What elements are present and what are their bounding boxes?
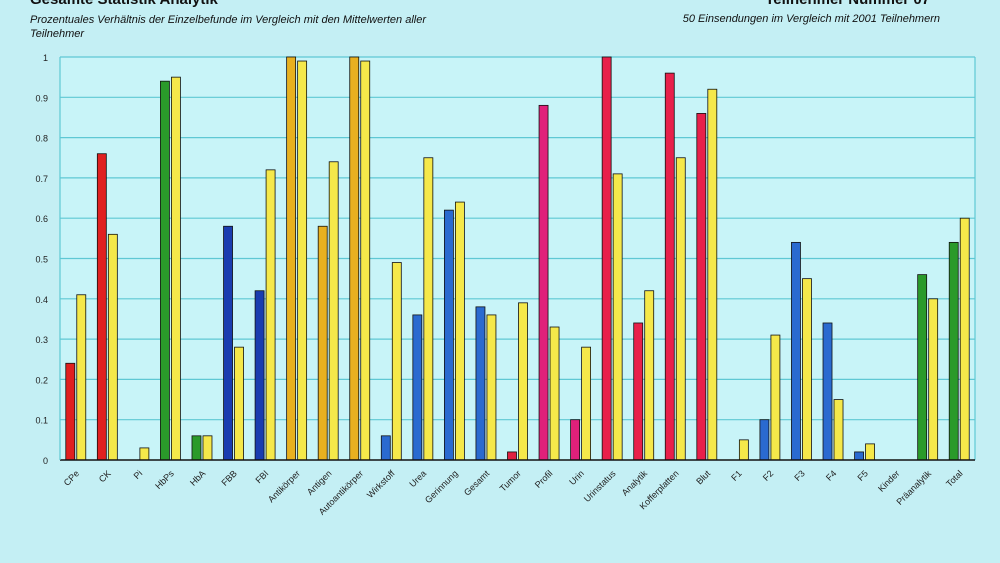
bar-participant — [570, 419, 581, 461]
participant-subtitle: 50 Einsendungen im Vergleich mit 2001 Te… — [682, 13, 940, 25]
bar-participant — [223, 225, 233, 461]
bar-participant — [948, 241, 959, 461]
bar-mean — [644, 290, 655, 461]
bar-mean — [265, 169, 276, 461]
y-tick-label: 0.5 — [35, 255, 48, 265]
x-tick-label: Pi — [132, 468, 145, 481]
x-tick-label: F1 — [729, 468, 744, 483]
bar-participant — [65, 362, 76, 461]
bar-mean — [770, 334, 781, 461]
x-tick-label: Analytik — [620, 468, 650, 498]
bar-mean — [865, 443, 875, 461]
x-tick-label: Blut — [694, 468, 712, 486]
chart-title: Gesamte Statistik Analytik — [30, 0, 218, 8]
bar-participant — [917, 274, 928, 461]
bar-mean — [423, 157, 434, 461]
bar-mean — [328, 161, 339, 461]
x-tick-label: F3 — [792, 468, 807, 483]
x-tick-label: FBI — [254, 468, 271, 485]
bar-participant — [696, 113, 707, 461]
bar-mean — [612, 173, 623, 461]
x-tick-label: Tumor — [498, 468, 523, 493]
x-tick-label: F2 — [761, 468, 776, 483]
bar-participant — [791, 241, 801, 461]
bar-participant — [380, 435, 391, 461]
y-tick-label: 0.1 — [35, 416, 48, 426]
bar-participant — [759, 419, 770, 461]
y-tick-label: 0.9 — [35, 93, 48, 103]
bar-mean — [833, 399, 844, 461]
x-tick-label: HbPs — [153, 468, 176, 491]
chart-subtitle: Prozentuales Verhältnis der Einzelbefund… — [30, 14, 426, 40]
x-tick-label: F5 — [855, 468, 870, 483]
bar-participant — [443, 209, 454, 461]
bar-participant — [349, 56, 360, 461]
bar-participant — [475, 306, 486, 461]
bar-participant — [633, 322, 644, 461]
x-tick-label: Gerinnung — [423, 468, 460, 505]
y-tick-label: 0.7 — [35, 174, 48, 184]
x-tick-label: Urin — [567, 468, 586, 487]
x-tick-label: Gesamt — [462, 468, 492, 498]
x-tick-label: F4 — [824, 468, 839, 483]
y-tick-label: 0.4 — [35, 295, 48, 305]
bar-mean — [518, 302, 528, 461]
x-tick-label: CPe — [62, 468, 81, 487]
y-tick-label: 0.3 — [35, 335, 48, 345]
bar-mean — [959, 217, 970, 461]
bar-participant — [286, 56, 297, 461]
x-tick-label: Antikörper — [266, 468, 302, 504]
bar-mean — [107, 233, 118, 461]
bar-mean — [707, 88, 718, 461]
bar-mean — [802, 278, 812, 461]
x-tick-label: FBB — [219, 468, 238, 487]
bar-mean — [234, 346, 244, 461]
participant-title: Teilnehmer Nummer 07 — [765, 0, 930, 8]
bar-mean — [675, 157, 686, 461]
bar-participant — [191, 435, 202, 461]
bar-participant — [412, 314, 423, 461]
bar-mean — [581, 346, 592, 461]
bar-participant — [96, 153, 107, 461]
x-tick-label: Wirkstoff — [365, 468, 397, 500]
bar-mean — [76, 294, 87, 461]
x-tick-label: HbA — [188, 468, 207, 487]
y-tick-label: 0.2 — [35, 375, 48, 385]
y-tick-label: 1 — [43, 53, 48, 63]
bar-mean — [486, 314, 497, 461]
bar-participant — [254, 290, 265, 461]
x-tick-label: Urea — [407, 468, 428, 489]
bar-participant — [822, 322, 833, 461]
bar-mean — [928, 298, 939, 461]
y-tick-label: 0.8 — [35, 134, 48, 144]
bar-participant — [854, 451, 864, 461]
bar-mean — [738, 439, 749, 461]
bar-mean — [391, 262, 402, 461]
x-tick-label: CK — [97, 468, 113, 484]
bar-mean — [454, 201, 465, 461]
x-tick-label: Total — [944, 468, 965, 489]
bar-mean — [297, 60, 308, 461]
x-tick-label: Urinstatus — [582, 468, 618, 504]
bar-participant — [601, 56, 612, 461]
x-tick-label: Profil — [533, 468, 555, 490]
bar-mean — [360, 60, 371, 461]
x-tick-label: Präanalytik — [895, 468, 934, 507]
bar-mean — [202, 435, 213, 461]
bar-participant — [664, 72, 675, 461]
bar-mean — [171, 76, 181, 461]
bar-mean — [139, 447, 150, 461]
y-tick-label: 0 — [43, 456, 48, 466]
bar-participant — [317, 225, 328, 461]
bar-mean — [549, 326, 560, 461]
x-tick-label: Kinder — [876, 468, 901, 493]
x-tick-label: Antigen — [305, 468, 334, 497]
bar-participant — [160, 80, 170, 461]
bar-participant — [538, 104, 549, 461]
y-tick-label: 0.6 — [35, 214, 48, 224]
bar-participant — [507, 451, 517, 461]
